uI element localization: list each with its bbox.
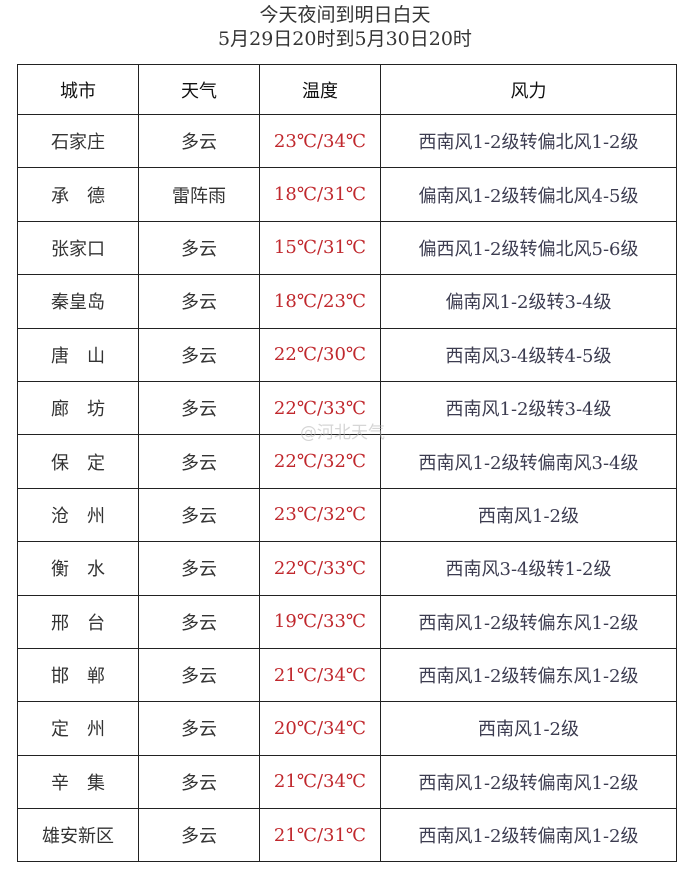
temperature-cell: 23℃/32℃ <box>259 487 381 543</box>
table-row: 保 定多云 22℃/32℃ 西南风1-2级转偏南风3-4级 <box>17 434 677 489</box>
wind-cell: 偏西风1-2级转偏北风5-6级 <box>380 220 677 276</box>
temperature-cell: 15℃/31℃ <box>259 220 381 276</box>
table-row: 石家庄 多云 23℃/34℃ 西南风1-2级转偏北风1-2级 <box>17 113 677 169</box>
weather-cell: 雷阵雨 <box>138 167 260 222</box>
forecast-period: 5月29日20时到5月30日20时 <box>218 28 472 50</box>
city-cell: 秦皇岛 <box>17 274 139 329</box>
temperature-cell: 20℃/34℃ <box>259 701 381 756</box>
wind-cell: 西南风1-2级转偏南风1-2级 <box>380 754 677 810</box>
table-row: 衡 水多云 22℃/33℃ 西南风3-4级转1-2级 <box>17 541 677 596</box>
weather-cell: 多云 <box>138 541 260 596</box>
weather-cell: 多云 <box>138 647 260 703</box>
temperature-cell: 22℃/33℃ <box>259 541 381 596</box>
city-cell: 雄安新区 <box>17 808 139 863</box>
weather-cell: 多云 <box>138 220 260 276</box>
weather-cell: 多云 <box>138 808 260 863</box>
temperature-cell: 22℃/30℃ <box>259 327 381 382</box>
table-row: 邯 郸多云 21℃/34℃ 西南风1-2级转偏东风1-2级 <box>17 647 677 703</box>
forecast-table: 城市 天气 温度 风力 石家庄 多云 23℃/34℃ 西南风1-2级转偏北风1-2级承… <box>17 64 677 863</box>
temperature-cell: 22℃/32℃ <box>259 434 381 489</box>
table-row: 承 德雷阵雨 18℃/31℃ 偏南风1-2级转偏北风4-5级 <box>17 167 677 222</box>
city-cell: 邯 郸 <box>17 647 139 703</box>
table-header-row: 城市 天气 温度 风力 <box>17 64 677 115</box>
wind-cell: 西南风3-4级转4-5级 <box>380 327 677 382</box>
table-row: 廊 坊多云 22℃/33℃ 西南风1-2级转3-4级 <box>17 380 677 436</box>
forecast-title: 今天夜间到明日白天 <box>259 4 431 26</box>
wind-cell: 西南风1-2级转偏东风1-2级 <box>380 647 677 703</box>
table-row: 张家口 多云 15℃/31℃ 偏西风1-2级转偏北风5-6级 <box>17 220 677 276</box>
wind-cell: 偏南风1-2级转3-4级 <box>380 274 677 329</box>
weather-cell: 多云 <box>138 701 260 756</box>
header-city: 城市 <box>17 64 139 115</box>
weather-cell: 多云 <box>138 274 260 329</box>
weather-cell: 多云 <box>138 754 260 810</box>
header-wind: 风力 <box>380 64 677 115</box>
table-row: 唐 山多云 22℃/30℃ 西南风3-4级转4-5级 <box>17 327 677 382</box>
city-cell: 廊 坊 <box>17 380 139 436</box>
weather-cell: 多云 <box>138 113 260 169</box>
city-cell: 张家口 <box>17 220 139 276</box>
table-row: 秦皇岛 多云 18℃/23℃ 偏南风1-2级转3-4级 <box>17 274 677 329</box>
weather-cell: 多云 <box>138 380 260 436</box>
city-cell: 衡 水 <box>17 541 139 596</box>
city-cell: 辛 集 <box>17 754 139 810</box>
wind-cell: 西南风1-2级转偏东风1-2级 <box>380 594 677 649</box>
city-cell: 沧 州 <box>17 487 139 543</box>
wind-cell: 西南风1-2级转3-4级 <box>380 380 677 436</box>
header-weather: 天气 <box>138 64 260 115</box>
weather-cell: 多云 <box>138 434 260 489</box>
temperature-cell: 18℃/31℃ <box>259 167 381 222</box>
wind-cell: 西南风1-2级转偏南风1-2级 <box>380 808 677 863</box>
temperature-cell: 21℃/31℃ <box>259 808 381 863</box>
watermark: @河北天气 <box>300 423 385 443</box>
table-row: 沧 州多云 23℃/32℃ 西南风1-2级 <box>17 487 677 543</box>
city-cell: 石家庄 <box>17 113 139 169</box>
wind-cell: 西南风1-2级 <box>380 701 677 756</box>
wind-cell: 偏南风1-2级转偏北风4-5级 <box>380 167 677 222</box>
wind-cell: 西南风1-2级转偏北风1-2级 <box>380 113 677 169</box>
temperature-cell: 21℃/34℃ <box>259 647 381 703</box>
table-row: 雄安新区 多云 21℃/31℃ 西南风1-2级转偏南风1-2级 <box>17 808 677 863</box>
city-cell: 定 州 <box>17 701 139 756</box>
city-cell: 承 德 <box>17 167 139 222</box>
temperature-cell: 18℃/23℃ <box>259 274 381 329</box>
weather-cell: 多云 <box>138 594 260 649</box>
wind-cell: 西南风1-2级转偏南风3-4级 <box>380 434 677 489</box>
city-cell: 保 定 <box>17 434 139 489</box>
temperature-cell: 23℃/34℃ <box>259 113 381 169</box>
temperature-cell: 21℃/34℃ <box>259 754 381 810</box>
city-cell: 唐 山 <box>17 327 139 382</box>
header-temperature: 温度 <box>259 64 381 115</box>
table-row: 辛 集多云 21℃/34℃ 西南风1-2级转偏南风1-2级 <box>17 754 677 810</box>
table-row: 邢 台多云 19℃/33℃ 西南风1-2级转偏东风1-2级 <box>17 594 677 649</box>
city-cell: 邢 台 <box>17 594 139 649</box>
table-row: 定 州多云 20℃/34℃ 西南风1-2级 <box>17 701 677 756</box>
temperature-cell: 19℃/33℃ <box>259 594 381 649</box>
wind-cell: 西南风3-4级转1-2级 <box>380 541 677 596</box>
weather-cell: 多云 <box>138 327 260 382</box>
wind-cell: 西南风1-2级 <box>380 487 677 543</box>
weather-cell: 多云 <box>138 487 260 543</box>
